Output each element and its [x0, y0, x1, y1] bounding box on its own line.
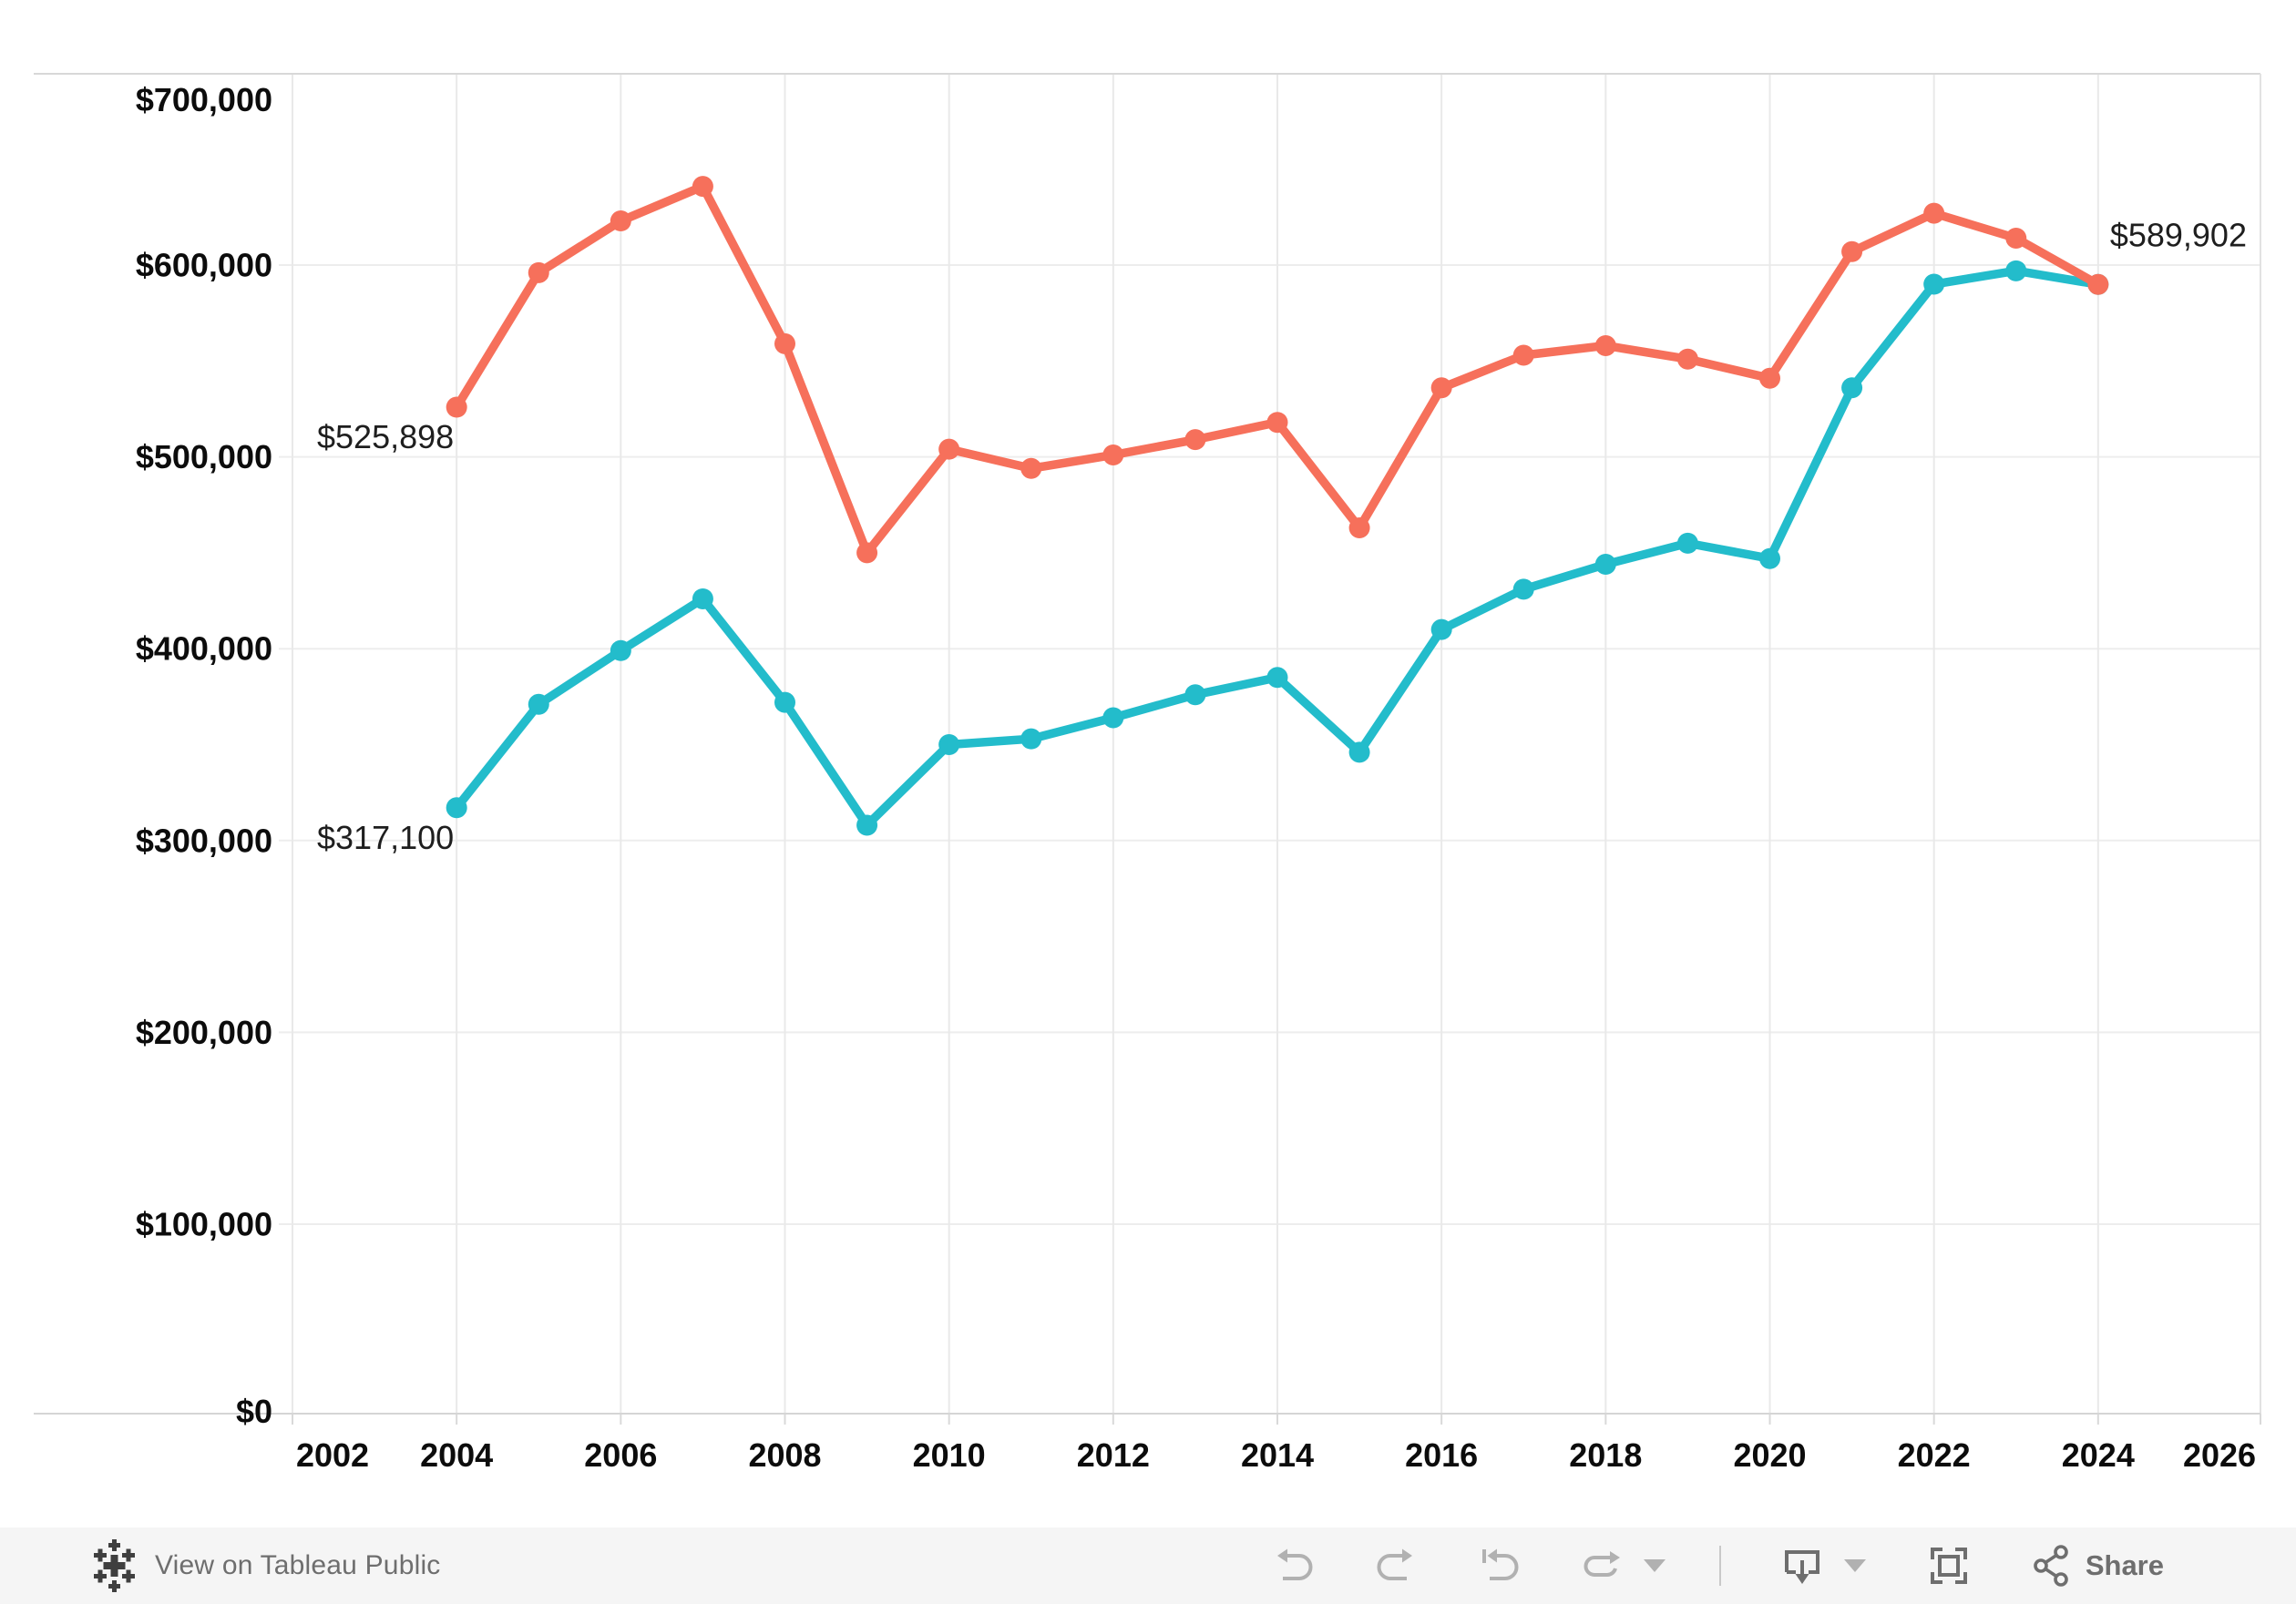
share-label: Share — [2085, 1549, 2164, 1581]
orange-series-marker-2009[interactable] — [856, 542, 878, 564]
teal-series-marker-2015[interactable] — [1348, 741, 1370, 763]
teal-series-marker-2008[interactable] — [774, 691, 795, 713]
data-point-label: $525,898 — [317, 418, 454, 455]
teal-series-marker-2012[interactable] — [1102, 707, 1124, 729]
redo-button[interactable] — [1375, 1542, 1417, 1589]
y-axis-label: $0 — [236, 1393, 272, 1430]
refresh-button[interactable] — [1579, 1542, 1623, 1589]
teal-series-marker-2023[interactable] — [2005, 260, 2027, 281]
redo-icon — [1377, 1548, 1412, 1580]
download-button[interactable] — [1781, 1542, 1823, 1589]
data-point-label: $317,100 — [317, 819, 454, 856]
share-icon — [2034, 1545, 2068, 1587]
fullscreen-button[interactable] — [1927, 1542, 1971, 1589]
orange-series-marker-2022[interactable] — [1923, 202, 1945, 224]
orange-series-marker-2018[interactable] — [1594, 334, 1616, 356]
orange-series-marker-2024[interactable] — [2087, 273, 2109, 295]
fullscreen-icon — [1930, 1548, 1967, 1584]
teal-series-marker-2010[interactable] — [938, 734, 960, 755]
reset-icon — [1481, 1548, 1519, 1580]
x-axis-label: 2008 — [748, 1436, 821, 1474]
orange-series-marker-2007[interactable] — [692, 176, 713, 198]
orange-series-marker-2019[interactable] — [1676, 348, 1698, 370]
teal-series-marker-2018[interactable] — [1594, 554, 1616, 576]
tableau-toolbar: View on Tableau Public — [0, 1527, 2296, 1604]
orange-series-marker-2015[interactable] — [1348, 517, 1370, 539]
toolbar-actions: Share — [1273, 1542, 2164, 1589]
x-axis-label: 2012 — [1077, 1436, 1150, 1474]
x-axis-label: 2022 — [1898, 1436, 1971, 1474]
teal-series-marker-2017[interactable] — [1512, 578, 1534, 600]
orange-series-marker-2010[interactable] — [938, 438, 960, 460]
x-axis-label: 2024 — [2062, 1436, 2135, 1474]
y-axis-label: $200,000 — [136, 1014, 272, 1051]
share-button[interactable]: Share — [2031, 1542, 2164, 1589]
orange-series-marker-2020[interactable] — [1758, 367, 1780, 389]
y-axis-label: $700,000 — [136, 81, 272, 118]
caret-down-icon — [1643, 1559, 1666, 1572]
orange-series-marker-2005[interactable] — [528, 261, 549, 283]
line-chart: $0 $100,000 $200,000 $300,000 $400,000 $500,0… — [34, 73, 2261, 1474]
orange-series-marker-2023[interactable] — [2005, 228, 2027, 250]
refresh-icon — [1584, 1551, 1620, 1577]
download-icon — [1784, 1550, 1819, 1584]
orange-series-marker-2021[interactable] — [1841, 240, 1863, 262]
data-point-label: $589,902 — [2110, 216, 2247, 253]
teal-series-marker-2004[interactable] — [446, 797, 467, 819]
view-on-tableau-public-button[interactable]: View on Tableau Public — [89, 1539, 441, 1592]
teal-series-marker-2014[interactable] — [1266, 667, 1288, 689]
orange-series-marker-2014[interactable] — [1266, 412, 1288, 434]
teal-series-marker-2011[interactable] — [1020, 728, 1042, 750]
refresh-options-caret-button[interactable] — [1643, 1542, 1666, 1589]
y-axis-label: $100,000 — [136, 1206, 272, 1243]
y-axis-label: $400,000 — [136, 630, 272, 668]
orange-series-marker-2012[interactable] — [1102, 444, 1124, 465]
x-axis-label: 2016 — [1405, 1436, 1478, 1474]
x-axis-label: 2014 — [1241, 1436, 1314, 1474]
x-axis-label: 2018 — [1569, 1436, 1642, 1474]
teal-series-marker-2005[interactable] — [528, 693, 549, 715]
x-axis-label: 2004 — [420, 1436, 493, 1474]
toolbar-separator — [1718, 1546, 1721, 1586]
x-axis-label: 2010 — [913, 1436, 986, 1474]
y-axis-label: $500,000 — [136, 438, 272, 475]
y-axis-label: $300,000 — [136, 822, 272, 859]
teal-series-marker-2016[interactable] — [1430, 618, 1452, 640]
teal-series-marker-2019[interactable] — [1676, 532, 1698, 554]
orange-series-marker-2011[interactable] — [1020, 457, 1042, 479]
teal-series-marker-2009[interactable] — [856, 814, 878, 836]
teal-series-marker-2020[interactable] — [1758, 547, 1780, 569]
teal-series-marker-2013[interactable] — [1184, 684, 1206, 706]
y-axis-label: $600,000 — [136, 247, 272, 284]
orange-series-marker-2013[interactable] — [1184, 429, 1206, 451]
reset-button[interactable] — [1477, 1542, 1519, 1589]
view-on-tableau-public-label: View on Tableau Public — [155, 1550, 441, 1580]
orange-series-marker-2017[interactable] — [1512, 344, 1534, 366]
undo-button[interactable] — [1273, 1542, 1315, 1589]
orange-series-marker-2004[interactable] — [446, 396, 467, 418]
teal-series-marker-2007[interactable] — [692, 587, 713, 609]
x-axis-label: 2002 — [296, 1436, 369, 1474]
teal-series-marker-2021[interactable] — [1841, 377, 1863, 399]
teal-series-marker-2022[interactable] — [1923, 273, 1945, 295]
x-axis-label: 2020 — [1733, 1436, 1806, 1474]
orange-series-marker-2006[interactable] — [610, 210, 631, 232]
x-axis-label: 2006 — [584, 1436, 657, 1474]
orange-series-marker-2008[interactable] — [774, 332, 795, 354]
undo-icon — [1276, 1548, 1313, 1580]
teal-series-marker-2006[interactable] — [610, 639, 631, 661]
tableau-logo-icon — [94, 1539, 135, 1592]
download-options-caret-button[interactable] — [1843, 1542, 1867, 1589]
x-axis-label: 2026 — [2183, 1436, 2256, 1474]
orange-series-marker-2016[interactable] — [1430, 377, 1452, 399]
caret-down-icon — [1843, 1559, 1866, 1572]
